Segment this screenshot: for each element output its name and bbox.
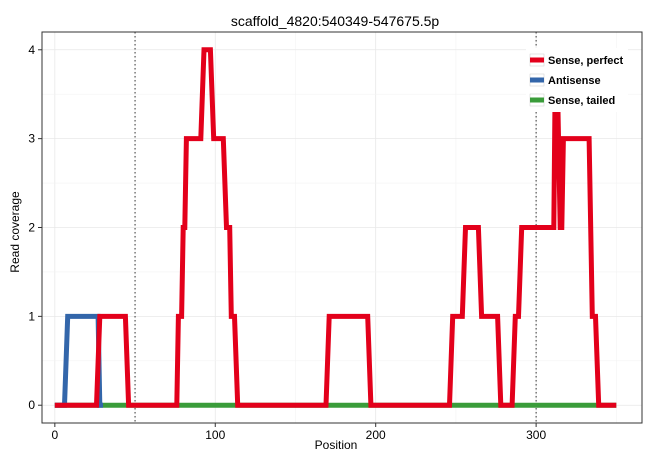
y-tick-label: 4 (28, 43, 35, 57)
x-axis-label: Position (315, 438, 358, 452)
y-axis-label: Read coverage (8, 191, 22, 273)
x-tick-label: 300 (526, 428, 546, 442)
legend-label: Sense, tailed (548, 95, 615, 107)
x-tick-label: 200 (366, 428, 386, 442)
axes: 0 100 200 300 0 1 2 3 4 (28, 31, 643, 442)
legend-label: Antisense (548, 75, 601, 87)
y-tick-label: 2 (28, 221, 35, 235)
legend: Sense, perfect Antisense Sense, tailed (526, 48, 628, 112)
x-tick-label: 0 (51, 428, 58, 442)
y-tick-label: 1 (28, 309, 35, 323)
chart-title: scaffold_4820:540349-547675.5p (231, 13, 440, 29)
legend-label: Sense, perfect (548, 55, 624, 67)
x-tick-label: 100 (205, 428, 225, 442)
y-tick-label: 0 (28, 398, 35, 412)
y-tick-label: 3 (28, 132, 35, 146)
